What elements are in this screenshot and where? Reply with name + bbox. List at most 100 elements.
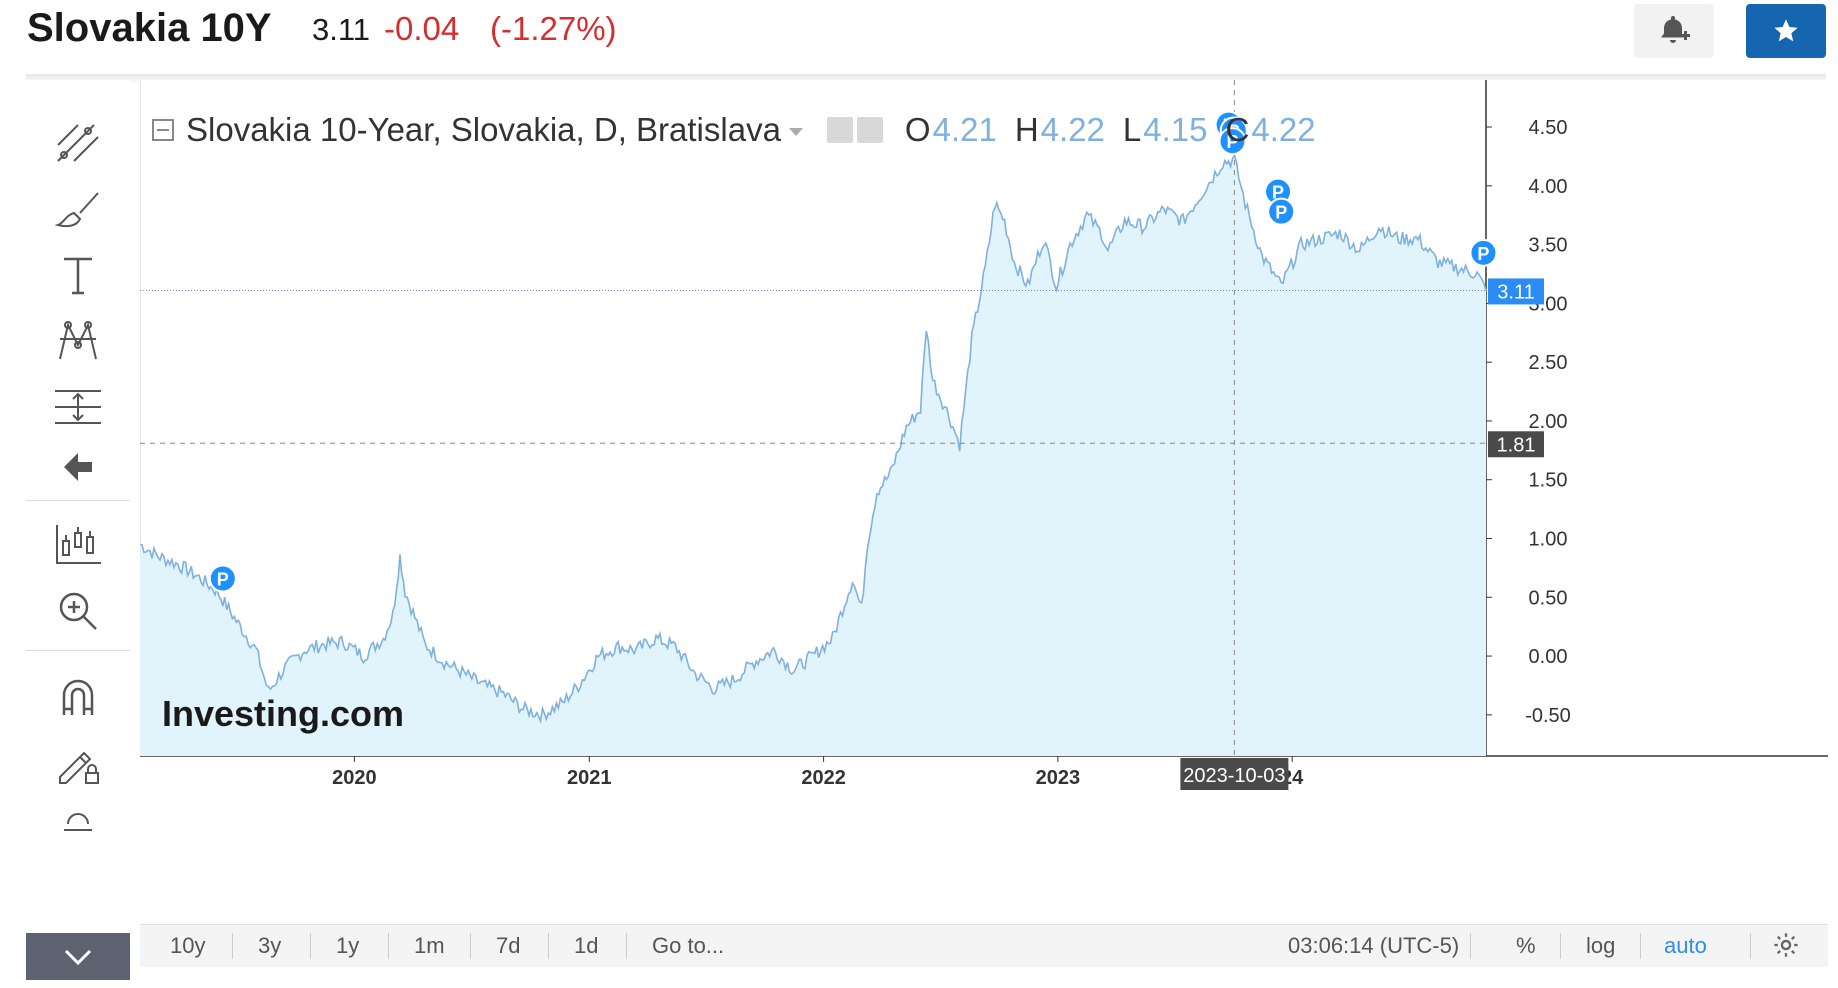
- lock-draw-tool[interactable]: [48, 738, 108, 788]
- y-tick-label: 3.50: [1529, 235, 1568, 257]
- y-tick-label: 2.00: [1529, 411, 1568, 433]
- chart-frame: Investing.com 4.50 4.00 3.50 3.00 2.50 2.00 1.5…: [139, 80, 1828, 968]
- range-separator: [232, 933, 233, 959]
- y-tick-label: 0.50: [1529, 587, 1568, 609]
- event-marker[interactable]: P: [1469, 238, 1498, 267]
- range-3y[interactable]: 3y: [258, 933, 282, 958]
- price-chart[interactable]: Investing.com4.504.003.503.002.502.001.5…: [139, 80, 1828, 924]
- legend-dropdown-icon[interactable]: [788, 128, 803, 136]
- magnet-icon: [62, 679, 94, 715]
- trend-line-tool[interactable]: [48, 118, 108, 168]
- pattern-icon: [59, 321, 97, 360]
- lock-draw-icon: [59, 751, 99, 784]
- range-separator: [470, 933, 471, 959]
- range-10y[interactable]: 10y: [170, 933, 206, 958]
- y-tick-label: 1.00: [1529, 529, 1568, 551]
- crosshair-y-badge: [1488, 431, 1544, 458]
- x-tick-label: 2022: [801, 767, 846, 789]
- range-separator: [1560, 933, 1561, 959]
- event-marker-dot: [1469, 238, 1498, 267]
- low-label: L: [1122, 111, 1142, 148]
- log-scale-toggle[interactable]: log: [1586, 933, 1616, 958]
- event-marker[interactable]: P: [1267, 197, 1296, 226]
- event-marker-dot: [1267, 197, 1296, 226]
- percent-scale-toggle[interactable]: %: [1516, 933, 1536, 958]
- toolbar-collapse-button[interactable]: [26, 933, 130, 980]
- chart-legend: Slovakia 10-Year, Slovakia, D, Bratislav…: [152, 110, 1316, 150]
- range-separator: [626, 933, 627, 959]
- fib-tool[interactable]: [48, 382, 108, 432]
- x-tick-label: 2023: [1036, 767, 1081, 789]
- settings-icon[interactable]: [856, 117, 883, 143]
- toolbar-separator: [26, 650, 130, 651]
- event-marker-label: P: [1226, 132, 1238, 152]
- watermark-logo: Investing.com: [162, 693, 404, 734]
- gear-icon: [1774, 933, 1798, 957]
- magnet-tool[interactable]: [48, 672, 108, 722]
- event-marker-label: P: [1275, 203, 1287, 223]
- watchlist-button[interactable]: [1746, 4, 1826, 58]
- collapse-legend-icon[interactable]: [152, 119, 174, 141]
- candles-tool[interactable]: [48, 520, 108, 570]
- text-icon: [64, 257, 92, 295]
- zoom-in-tool[interactable]: [48, 586, 108, 636]
- close-value: 4.22: [1251, 111, 1316, 148]
- y-tick-label: -0.50: [1525, 705, 1571, 727]
- y-tick-label: 4.00: [1529, 176, 1568, 198]
- create-alert-button[interactable]: [1634, 4, 1714, 58]
- last-price-badge: [1488, 278, 1544, 305]
- open-label: O: [904, 111, 931, 148]
- clock-readout: 03:06:14 (UTC-5): [1288, 933, 1460, 958]
- range-separator: [1470, 933, 1471, 959]
- pattern-tool[interactable]: [48, 316, 108, 366]
- event-marker-label: P: [217, 569, 229, 589]
- goto-date-button[interactable]: Go to...: [652, 933, 725, 958]
- back-arrow-icon: [64, 453, 92, 481]
- crosshair-x-badge: [1180, 758, 1289, 790]
- event-marker-dot: [208, 564, 237, 593]
- text-tool[interactable]: [48, 250, 108, 300]
- high-label: H: [1014, 111, 1039, 148]
- chart-settings-button[interactable]: [1772, 931, 1800, 965]
- x-tick-label: 2020: [332, 767, 377, 789]
- trash-tool[interactable]: [48, 796, 108, 836]
- brush-tool[interactable]: [48, 184, 108, 234]
- zoom-in-icon: [59, 592, 97, 630]
- visibility-icon[interactable]: [826, 117, 853, 143]
- header-shadow: [26, 74, 1826, 84]
- x-tick-label: 2021: [567, 767, 612, 789]
- series-line: [139, 152, 1487, 724]
- instrument-title: Slovakia 10Y: [27, 6, 272, 50]
- low-value: 4.15: [1143, 111, 1208, 148]
- range-separator: [1750, 933, 1751, 959]
- crosshair-x-label: 2023-10-03: [1183, 765, 1285, 787]
- event-marker[interactable]: P: [208, 564, 237, 593]
- y-tick-label: 2.50: [1529, 352, 1568, 374]
- auto-scale-toggle[interactable]: auto: [1664, 933, 1707, 958]
- high-value: 4.22: [1040, 111, 1105, 148]
- range-1y[interactable]: 1y: [336, 933, 360, 958]
- range-separator: [1640, 933, 1641, 959]
- series-area: [140, 155, 1486, 757]
- chevron-down-icon: [64, 949, 92, 965]
- range-1m[interactable]: 1m: [414, 933, 445, 958]
- event-marker[interactable]: P: [1218, 127, 1247, 156]
- toolbar-separator: [26, 500, 130, 501]
- price-change: -0.04: [384, 10, 460, 47]
- price-change-percent: (-1.27%): [490, 10, 617, 47]
- event-marker-label: P: [1477, 244, 1489, 264]
- last-price: 3.11: [312, 12, 371, 47]
- drawing-toolbar: [26, 80, 130, 980]
- bell-plus-icon: [1661, 16, 1690, 43]
- open-value: 4.21: [932, 111, 997, 148]
- back-tool[interactable]: [48, 442, 108, 492]
- trash-icon: [64, 813, 92, 831]
- range-7d[interactable]: 7d: [496, 933, 521, 958]
- candles-icon: [56, 525, 101, 564]
- brush-icon: [54, 192, 99, 228]
- trend-line-icon: [57, 124, 99, 162]
- range-separator: [388, 933, 389, 959]
- fib-icon: [55, 390, 101, 424]
- quote-header: Slovakia 10Y 3.11 -0.04 (-1.27%): [0, 0, 1838, 78]
- range-1d[interactable]: 1d: [574, 933, 599, 958]
